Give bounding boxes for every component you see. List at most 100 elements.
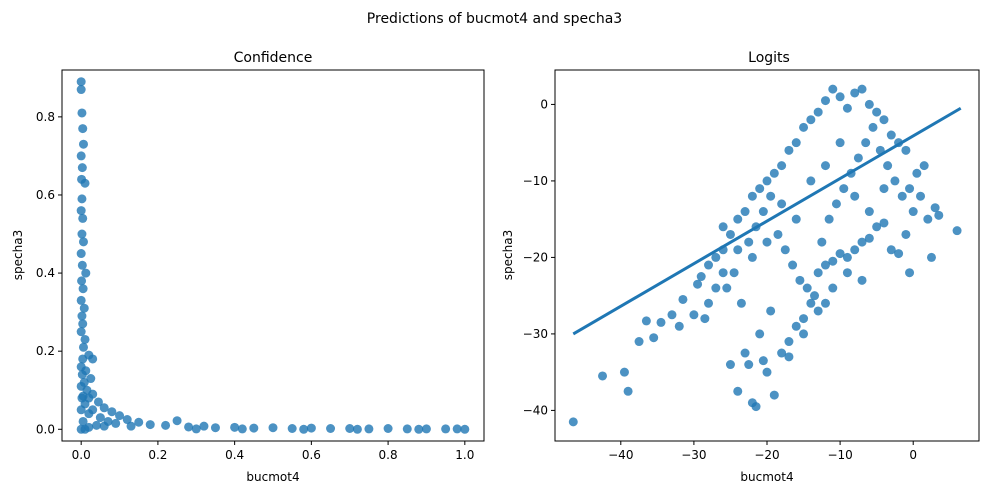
left-xtick-label: 0.8 — [379, 448, 398, 462]
right-scatter-point — [930, 203, 940, 213]
left-scatter-point — [99, 421, 109, 431]
right-scatter-point — [649, 333, 659, 343]
right-scatter-point — [835, 138, 845, 148]
figure-suptitle: Predictions of bucmot4 and specha3 — [367, 11, 622, 27]
right-scatter-point — [839, 184, 849, 194]
right-scatter-point — [766, 306, 776, 316]
right-ytick-label: −40 — [523, 403, 548, 417]
left-xtick-label: 1.0 — [455, 448, 474, 462]
right-scatter-point — [784, 145, 794, 155]
right-scatter-point — [828, 256, 838, 266]
right-scatter-point — [762, 237, 772, 247]
right-scatter-point — [879, 115, 889, 125]
right-scatter-point — [780, 245, 790, 255]
left-scatter-point — [93, 397, 103, 407]
right-scatter-point — [802, 283, 812, 293]
right-xtick-label: −40 — [608, 448, 633, 462]
right-scatter-point — [831, 199, 841, 209]
left-scatter-point — [76, 249, 86, 259]
right-scatter-point — [813, 107, 823, 117]
left-scatter-point — [79, 303, 89, 313]
left-scatter-point — [78, 354, 88, 364]
left-scatter-point — [77, 229, 87, 239]
right-scatter-point — [923, 214, 933, 224]
right-scatter-point — [952, 226, 962, 236]
right-chart-title: Logits — [748, 50, 790, 66]
right-scatter-point — [799, 314, 809, 324]
left-ytick-label: 0.2 — [36, 344, 55, 358]
right-scatter-point — [619, 367, 629, 377]
right-scatter-point — [850, 191, 860, 201]
left-scatter-point — [441, 424, 451, 434]
right-scatter-point — [762, 176, 772, 186]
left-scatter-point — [115, 411, 125, 421]
left-scatter-point — [77, 163, 87, 173]
right-scatter-point — [678, 294, 688, 304]
left-scatter-point — [80, 334, 90, 344]
right-scatter-point — [897, 191, 907, 201]
right-scatter-point — [729, 268, 739, 278]
right-scatter-point — [788, 260, 798, 270]
left-ytick-label: 0.6 — [36, 188, 55, 202]
left-scatter-point — [78, 284, 88, 294]
right-scatter-point — [693, 279, 703, 289]
left-scatter-point — [268, 423, 278, 433]
right-scatter-point — [850, 88, 860, 98]
right-xtick-label: 0 — [909, 448, 917, 462]
right-scatter-point — [766, 191, 776, 201]
right-scatter-point — [806, 298, 816, 308]
left-scatter-point — [402, 424, 412, 434]
right-scatter-point — [806, 176, 816, 186]
right-yticks: 0 −10 −20 −30 −40 — [523, 97, 555, 417]
left-ytick-label: 0.0 — [36, 422, 55, 436]
left-scatter-point — [184, 422, 194, 432]
left-xtick-label: 0.0 — [72, 448, 91, 462]
right-scatter-point — [813, 268, 823, 278]
right-scatter-point — [842, 268, 852, 278]
right-scatter-point — [704, 298, 714, 308]
right-scatter-point — [879, 184, 889, 194]
left-scatter-point — [345, 424, 355, 433]
left-scatter-point — [199, 421, 209, 431]
right-ytick-label: 0 — [540, 97, 548, 111]
left-scatter-point — [77, 194, 87, 204]
left-scatter-point — [172, 416, 182, 426]
right-scatter-point — [857, 84, 867, 94]
left-xtick-label: 0.6 — [302, 448, 321, 462]
left-scatter-point — [77, 393, 87, 403]
right-scatter-point — [791, 138, 801, 148]
left-xlabel: bucmot4 — [246, 470, 299, 484]
right-scatter-point — [773, 229, 783, 239]
right-scatter-point — [901, 145, 911, 155]
left-scatter-point — [88, 354, 98, 364]
right-scatter-point — [879, 218, 889, 228]
right-scatter-point — [810, 291, 820, 301]
right-scatter-point — [711, 283, 721, 293]
right-scatter-point — [842, 103, 852, 113]
left-scatter-point — [78, 319, 88, 329]
right-scatter-point — [886, 130, 896, 140]
right-xtick-label: −30 — [681, 448, 706, 462]
left-scatter-point — [78, 139, 88, 149]
left-scatter-point — [364, 424, 374, 434]
right-scatter-point — [872, 222, 882, 232]
left-scatter-point — [92, 420, 102, 430]
right-scatter-point — [696, 272, 706, 282]
right-scatter-point — [674, 321, 684, 331]
left-scatter-point — [414, 424, 424, 434]
right-scatter-point — [736, 298, 746, 308]
left-scatter-point — [99, 403, 109, 413]
left-scatter-point — [237, 424, 247, 434]
right-scatter-point — [916, 191, 926, 201]
right-scatter-point — [919, 161, 929, 171]
right-scatter-point — [853, 153, 863, 163]
left-scatter-point — [134, 417, 144, 427]
left-scatter-point — [77, 276, 87, 286]
right-scatter-point — [868, 122, 878, 132]
left-scatter-point — [77, 260, 87, 270]
left-scatter-point — [77, 311, 87, 321]
right-scatter-point — [711, 252, 721, 262]
right-scatter-point — [722, 283, 732, 293]
right-scatter-point — [820, 96, 830, 106]
left-scatter-point — [210, 423, 220, 433]
